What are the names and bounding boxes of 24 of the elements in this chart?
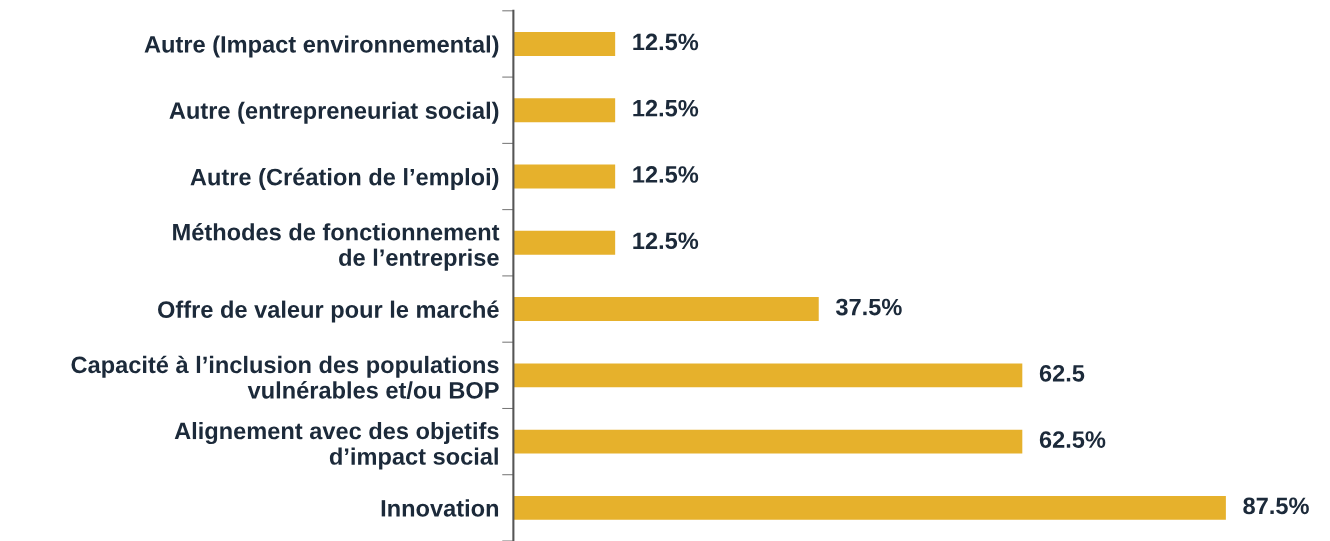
bar	[513, 495, 1226, 520]
y-tick-label: Autre (Impact environnemental)	[144, 35, 499, 58]
data-label: 12.5%	[633, 232, 699, 250]
data-label: 62.5%	[1039, 431, 1106, 448]
data-label: 87.5%	[1243, 497, 1309, 515]
data-label: 12.5%	[633, 166, 699, 183]
y-tick-label: Autre (Création de l’emploi)	[190, 167, 499, 191]
y-tick-label: Alignement avec des objetifs d’impact social	[174, 421, 499, 470]
bar	[513, 164, 616, 189]
bar	[513, 429, 1023, 454]
data-label: 12.5%	[633, 33, 699, 51]
bar	[513, 297, 819, 321]
y-tick-label: Offre de valeur pour le marché	[158, 300, 499, 323]
y-tick-label: Autre (entrepreneuriat social)	[169, 101, 499, 124]
bar	[513, 98, 616, 123]
data-label: 37.5%	[835, 298, 902, 316]
bar	[513, 363, 1023, 388]
bar	[513, 230, 616, 255]
bar	[513, 32, 616, 56]
y-tick-label: Innovation	[381, 499, 499, 517]
data-label: 12.5%	[633, 99, 699, 117]
y-tick-label: Méthodes de fonctionnement de l’entreprise	[173, 223, 500, 271]
data-label: 62.5	[1039, 364, 1085, 382]
y-tick-label: Capacité à l’inclusion des populations vulnérables et/ou BOP	[71, 355, 499, 399]
